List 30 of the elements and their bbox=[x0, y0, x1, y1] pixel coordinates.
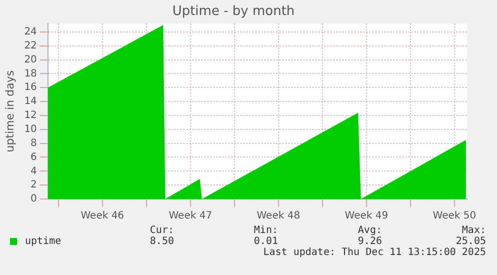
y-tick-label: 10 bbox=[24, 124, 37, 135]
x-tick-label: Week 49 bbox=[344, 210, 388, 222]
x-tick-label: Week 48 bbox=[256, 210, 300, 222]
y-tick-label: 0 bbox=[30, 194, 37, 205]
text: 9.26 bbox=[356, 236, 382, 247]
x-tick-label: Week 47 bbox=[168, 210, 212, 222]
y-tick-label: 8 bbox=[30, 138, 37, 149]
y-tick-label: 12 bbox=[24, 110, 37, 122]
y-tick-label: 24 bbox=[24, 26, 37, 38]
text: Min: bbox=[252, 225, 278, 236]
y-tick-label: 2 bbox=[30, 180, 37, 191]
text: 8.50 bbox=[148, 236, 174, 247]
text: 0.01 bbox=[252, 236, 278, 247]
text: Max: bbox=[460, 225, 486, 236]
y-tick-label: 18 bbox=[24, 68, 37, 80]
text: Cur: bbox=[148, 225, 174, 236]
text: Avg: bbox=[356, 225, 382, 236]
y-tick-label: 16 bbox=[24, 82, 37, 94]
text: Last update: Thu Dec 11 13:15:00 2025 bbox=[262, 247, 486, 258]
x-tick-label: Week 50 bbox=[432, 210, 476, 222]
y-tick-label: 20 bbox=[24, 54, 37, 66]
y-tick-label: 22 bbox=[24, 40, 37, 52]
y-tick-label: 14 bbox=[24, 96, 37, 108]
text: 25.05 bbox=[454, 236, 486, 247]
y-axis-title: uptime in days bbox=[3, 70, 16, 152]
y-tick-label: 4 bbox=[30, 166, 37, 177]
legend-label: uptime bbox=[25, 236, 62, 247]
chart-title: Uptime - by month bbox=[172, 4, 295, 20]
y-tick-label: 6 bbox=[30, 152, 37, 163]
x-tick-label: Week 46 bbox=[80, 210, 124, 222]
